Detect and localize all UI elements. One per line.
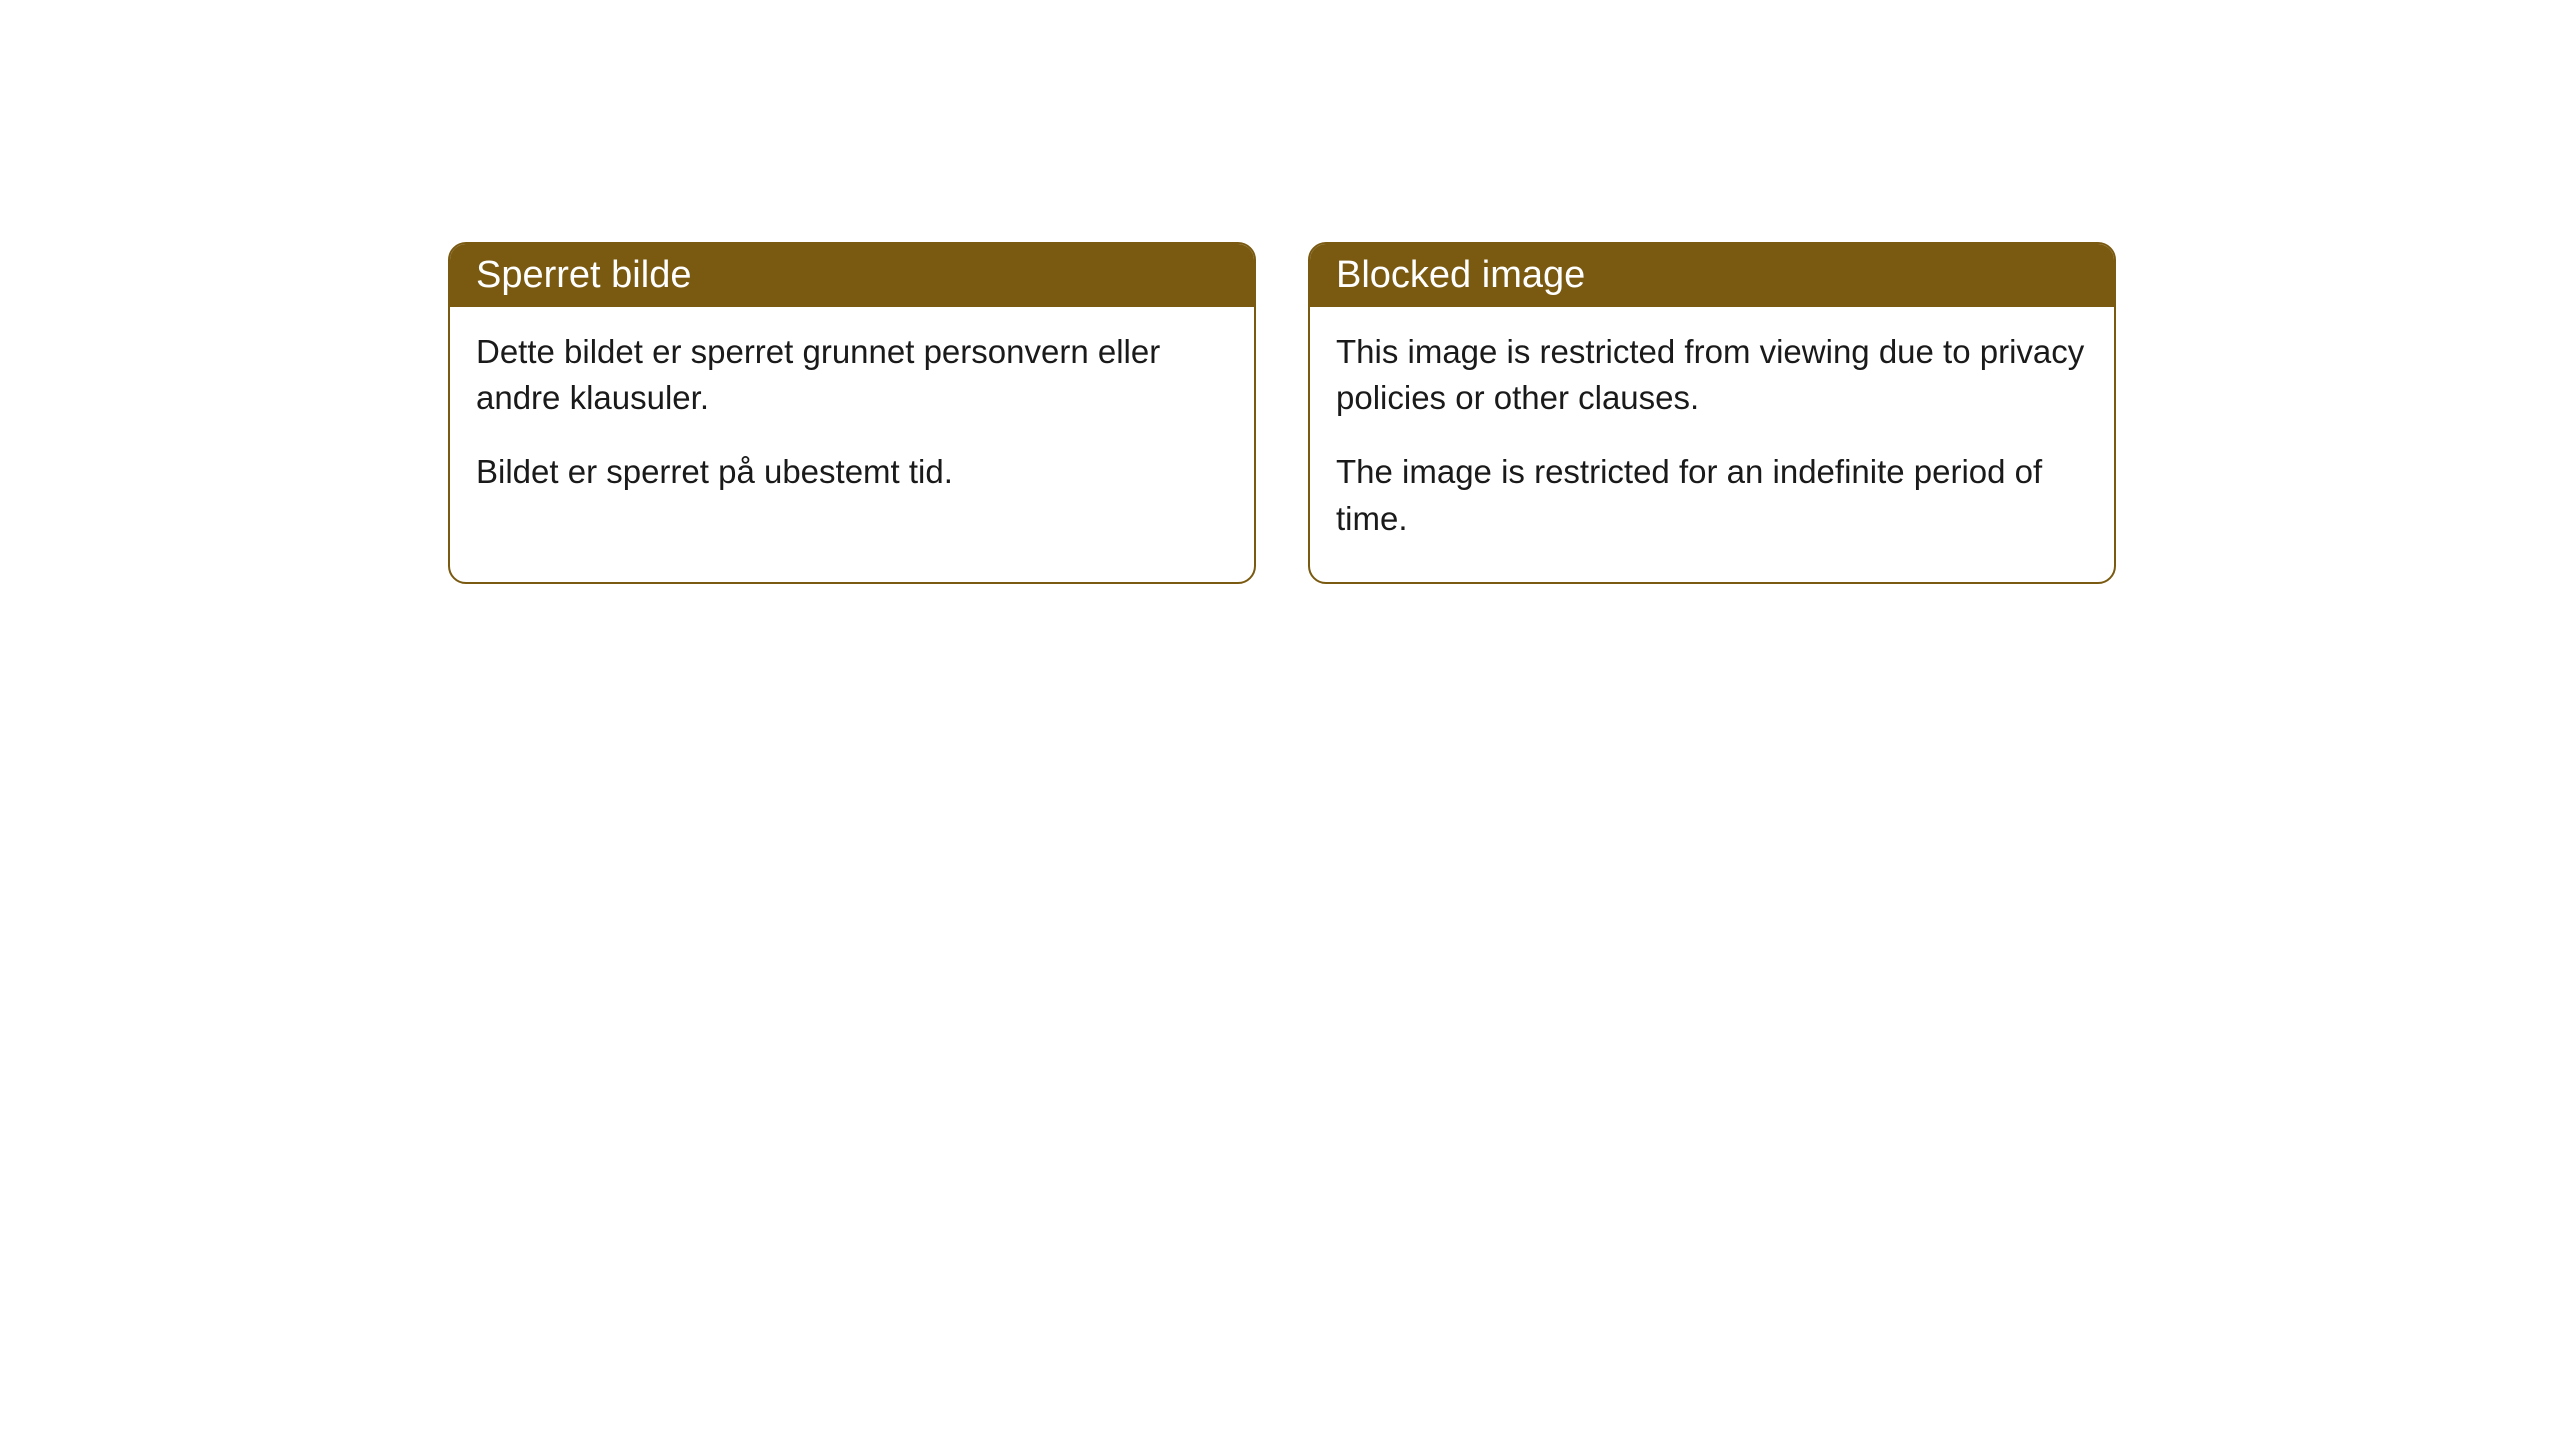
card-header: Blocked image <box>1310 244 2114 307</box>
notice-card-norwegian: Sperret bilde Dette bildet er sperret gr… <box>448 242 1256 584</box>
card-paragraph: This image is restricted from viewing du… <box>1336 329 2088 421</box>
card-paragraph: The image is restricted for an indefinit… <box>1336 449 2088 541</box>
card-paragraph: Bildet er sperret på ubestemt tid. <box>476 449 1228 495</box>
card-body: This image is restricted from viewing du… <box>1310 307 2114 582</box>
card-paragraph: Dette bildet er sperret grunnet personve… <box>476 329 1228 421</box>
card-body: Dette bildet er sperret grunnet personve… <box>450 307 1254 536</box>
card-header: Sperret bilde <box>450 244 1254 307</box>
card-title: Blocked image <box>1336 254 1585 296</box>
card-title: Sperret bilde <box>476 254 691 296</box>
notice-cards-container: Sperret bilde Dette bildet er sperret gr… <box>448 242 2116 584</box>
notice-card-english: Blocked image This image is restricted f… <box>1308 242 2116 584</box>
